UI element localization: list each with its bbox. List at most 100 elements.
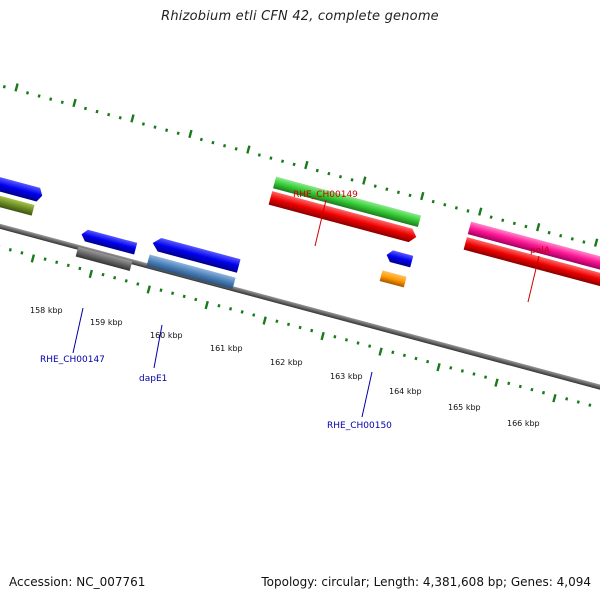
tick-label: 158 kbp bbox=[30, 306, 63, 315]
major-tick bbox=[478, 207, 483, 216]
minor-tick bbox=[153, 125, 157, 129]
minor-tick bbox=[240, 310, 244, 314]
minor-tick bbox=[449, 366, 453, 370]
minor-tick bbox=[176, 131, 180, 136]
cds-dape1[interactable] bbox=[146, 254, 236, 290]
minor-tick bbox=[565, 397, 569, 401]
minor-tick bbox=[454, 206, 458, 210]
minor-tick bbox=[414, 356, 418, 361]
cds-forward-left[interactable] bbox=[0, 189, 35, 216]
major-tick bbox=[72, 98, 77, 108]
minor-tick bbox=[223, 143, 227, 148]
minor-tick bbox=[582, 240, 586, 244]
genome-stats: Topology: circular; Length: 4,381,608 bp… bbox=[261, 575, 591, 589]
minor-tick bbox=[356, 341, 360, 345]
tick-label: 164 kbp bbox=[389, 387, 422, 396]
gene-forward-left[interactable] bbox=[0, 172, 44, 202]
cds-pola[interactable] bbox=[463, 237, 600, 297]
major-tick bbox=[88, 269, 94, 279]
minor-tick bbox=[8, 248, 12, 252]
minor-tick bbox=[20, 251, 24, 255]
accession-label: Accession: NC_007761 bbox=[9, 575, 146, 589]
minor-tick bbox=[37, 94, 41, 98]
minor-tick bbox=[49, 97, 53, 101]
minor-tick bbox=[460, 369, 464, 373]
minor-tick bbox=[547, 230, 551, 235]
leader-line bbox=[361, 371, 373, 418]
outer-scale bbox=[2, 83, 599, 247]
minor-tick bbox=[541, 390, 546, 395]
leader-line bbox=[527, 255, 540, 303]
major-tick bbox=[30, 254, 36, 263]
minor-tick bbox=[211, 140, 215, 145]
minor-tick bbox=[298, 325, 302, 330]
major-tick bbox=[436, 362, 441, 372]
major-tick bbox=[362, 176, 367, 185]
minor-tick bbox=[78, 266, 82, 271]
minor-tick bbox=[43, 257, 47, 261]
minor-tick bbox=[338, 175, 343, 179]
gene-rhe-ch00150[interactable] bbox=[385, 249, 414, 268]
gene-pola[interactable] bbox=[467, 221, 600, 281]
major-tick bbox=[378, 347, 383, 356]
minor-tick bbox=[576, 400, 580, 404]
gene-label-rhe-ch00147[interactable]: RHE_CH00147 bbox=[40, 355, 105, 365]
minor-tick bbox=[60, 100, 64, 104]
minor-tick bbox=[402, 353, 406, 358]
tick-label: 165 kbp bbox=[448, 403, 481, 412]
cds-rhe-ch00147[interactable] bbox=[75, 246, 133, 271]
gene-rhe-ch00147[interactable] bbox=[80, 228, 138, 255]
minor-tick bbox=[344, 338, 349, 342]
cds-rhe-ch00150[interactable] bbox=[379, 270, 407, 288]
minor-tick bbox=[199, 137, 203, 142]
leader-line bbox=[314, 199, 327, 247]
minor-tick bbox=[55, 260, 59, 264]
gene-label-pola[interactable]: polA bbox=[530, 246, 551, 256]
major-tick bbox=[262, 316, 267, 325]
minor-tick bbox=[489, 215, 493, 219]
minor-tick bbox=[118, 116, 122, 120]
minor-tick bbox=[101, 272, 105, 277]
gene-label-rhe-ch00149[interactable]: RHE_CH00149 bbox=[293, 190, 358, 200]
minor-tick bbox=[83, 106, 88, 111]
minor-tick bbox=[518, 384, 522, 389]
minor-tick bbox=[159, 288, 163, 292]
minor-tick bbox=[368, 344, 372, 348]
minor-tick bbox=[194, 297, 198, 302]
cds-rhe-ch00149[interactable] bbox=[268, 191, 418, 244]
minor-tick bbox=[327, 171, 331, 176]
minor-tick bbox=[408, 193, 412, 198]
minor-tick bbox=[391, 350, 395, 355]
tick-label: 159 kbp bbox=[90, 318, 123, 327]
gene-dape1[interactable] bbox=[151, 236, 241, 273]
minor-tick bbox=[373, 184, 377, 188]
minor-tick bbox=[280, 159, 285, 164]
minor-tick bbox=[310, 328, 314, 333]
gene-rhe-ch00149[interactable] bbox=[273, 176, 422, 228]
minor-tick bbox=[165, 128, 169, 132]
major-tick bbox=[14, 83, 19, 92]
minor-tick bbox=[269, 156, 273, 160]
map-title: Rhizobium etli CFN 42, complete genome bbox=[161, 9, 439, 24]
tick-label: 160 kbp bbox=[150, 331, 183, 340]
minor-tick bbox=[350, 178, 354, 182]
tick-label: 161 kbp bbox=[210, 344, 243, 353]
gene-label-rhe-ch00150[interactable]: RHE_CH00150 bbox=[327, 421, 392, 431]
minor-tick bbox=[257, 153, 261, 157]
minor-tick bbox=[113, 276, 117, 280]
minor-tick bbox=[66, 263, 70, 268]
minor-tick bbox=[443, 202, 447, 207]
minor-tick bbox=[292, 162, 296, 167]
minor-tick bbox=[275, 319, 279, 324]
major-tick bbox=[204, 300, 209, 310]
major-tick bbox=[535, 222, 541, 232]
minor-tick bbox=[396, 190, 400, 195]
minor-tick bbox=[507, 381, 511, 386]
gene-label-dape1[interactable]: dapE1 bbox=[139, 374, 167, 384]
minor-tick bbox=[426, 359, 430, 364]
leader-line bbox=[72, 307, 84, 354]
minor-tick bbox=[95, 109, 99, 114]
minor-tick bbox=[559, 234, 563, 238]
